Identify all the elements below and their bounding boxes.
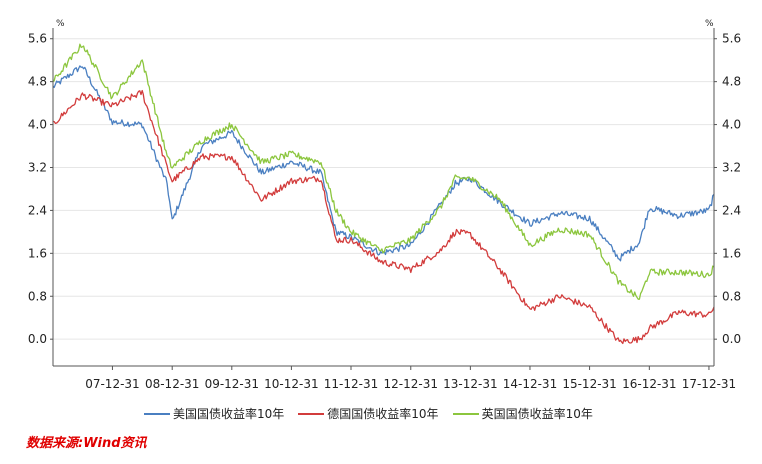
x-tick-label: 14-12-31	[503, 377, 557, 391]
legend-item-us: 美国国债收益率10年	[144, 405, 284, 422]
y-tick-label-left: 0.8	[28, 289, 47, 303]
legend-swatch-us	[144, 412, 170, 415]
y-tick-label-right: 1.6	[722, 246, 741, 260]
y-tick-label-left: 1.6	[28, 246, 47, 260]
y-tick-label-right: 2.4	[722, 203, 741, 217]
y-tick-label-left: 4.8	[28, 75, 47, 89]
legend-swatch-uk	[452, 412, 479, 415]
legend: 美国国债收益率10年 德国国债收益率10年 英国国债收益率10年	[144, 405, 593, 422]
legend-swatch-de	[298, 412, 325, 415]
y-tick-label-right: 0.0	[722, 332, 741, 346]
x-tick-label: 09-12-31	[205, 377, 259, 391]
series-line-us	[52, 65, 715, 262]
legend-item-uk: 英国国债收益率10年	[452, 405, 593, 422]
legend-label-de: 德国国债收益率10年	[327, 407, 439, 421]
y-tick-label-left: 5.6	[28, 32, 47, 46]
axis-labels: 5.6 5.6 4.8 4.8 4.0 4.0 3.2 3.2 2.4 2.4 1.6 1.6 0.8 0…	[28, 19, 741, 391]
axes	[50, 28, 717, 370]
series-layer	[52, 43, 715, 345]
grid-lines	[53, 38, 714, 340]
x-tick-label: 15-12-31	[562, 377, 616, 391]
x-tick-label: 10-12-31	[264, 377, 318, 391]
legend-label-us: 美国国债收益率10年	[173, 407, 285, 421]
x-tick-label: 07-12-31	[85, 377, 139, 391]
x-tick-label: 11-12-31	[324, 377, 378, 391]
y-tick-label-right: 4.0	[722, 118, 741, 132]
unit-right: %	[705, 19, 714, 29]
x-tick-label: 13-12-31	[443, 377, 497, 391]
y-tick-label-right: 3.2	[722, 160, 741, 174]
y-tick-label-left: 4.0	[28, 118, 47, 132]
y-tick-label-right: 5.6	[722, 32, 741, 46]
y-tick-label-left: 2.4	[28, 203, 47, 217]
legend-label-uk: 英国国债收益率10年	[481, 407, 593, 421]
x-tick-label: 12-12-31	[384, 377, 438, 391]
unit-left: %	[56, 19, 65, 29]
line-chart: 5.6 5.6 4.8 4.8 4.0 4.0 3.2 3.2 2.4 2.4 1.6 1.6 0.8 0…	[28, 19, 741, 391]
x-tick-label: 08-12-31	[145, 377, 199, 391]
y-tick-label-left: 3.2	[28, 160, 47, 174]
series-line-de	[52, 89, 715, 345]
legend-item-de: 德国国债收益率10年	[298, 405, 439, 422]
y-tick-label-left: 0.0	[28, 332, 47, 346]
series-line-uk	[52, 43, 715, 300]
y-tick-label-right: 0.8	[722, 289, 741, 303]
x-tick-label: 16-12-31	[622, 377, 676, 391]
x-tick-label: 17-12-31	[682, 377, 736, 391]
source-note: 数据来源:Wind资讯	[26, 436, 147, 451]
y-tick-label-right: 4.8	[722, 75, 741, 89]
